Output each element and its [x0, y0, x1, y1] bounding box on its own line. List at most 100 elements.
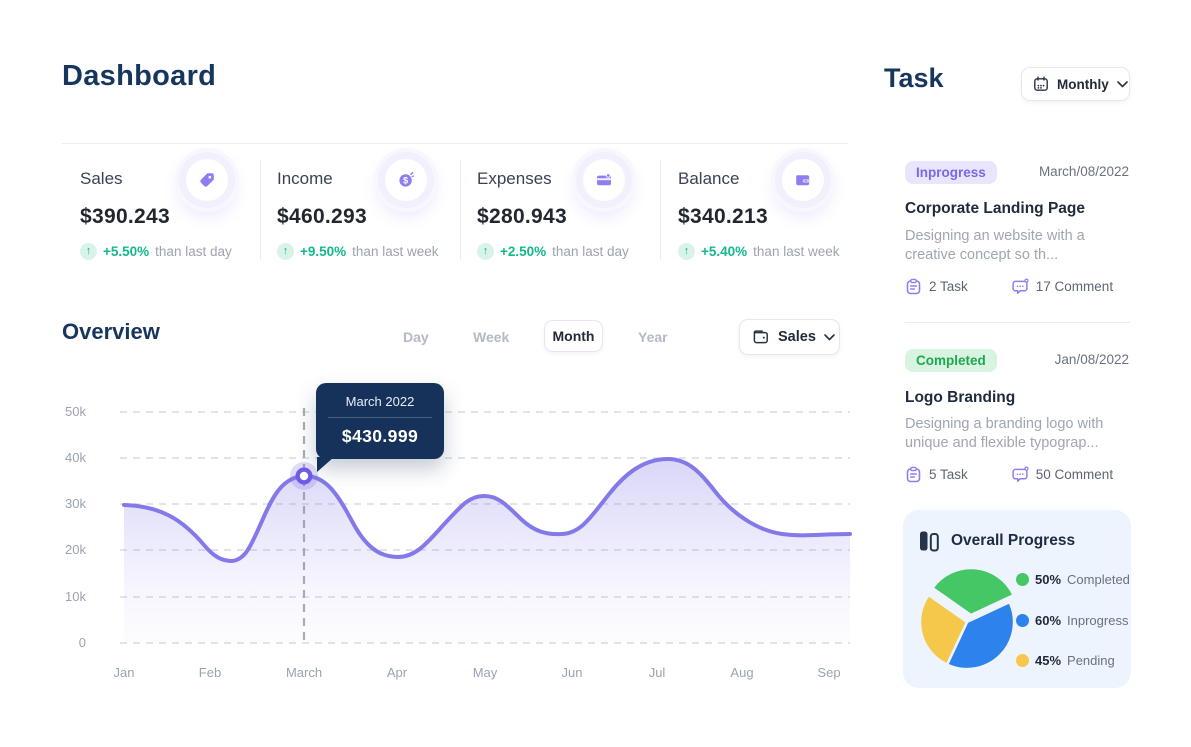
credit-card-icon: [595, 171, 613, 189]
stat-value: $460.293: [277, 205, 367, 228]
y-tick: 10k: [65, 589, 86, 604]
x-tick: Aug: [730, 665, 754, 680]
task-count: 5 Task: [929, 467, 968, 482]
chart-tooltip: March 2022 $430.999: [316, 383, 444, 472]
task-count: 2 Task: [929, 279, 968, 294]
tab-week[interactable]: Week: [473, 329, 510, 345]
stat-icon-sales: [179, 152, 235, 208]
overall-progress-pie-chart: [918, 566, 1016, 671]
arrow-up-icon: ↑: [678, 243, 695, 260]
overall-progress-card: Overall Progress 50% Completed 60% Inpro…: [903, 510, 1131, 688]
legend-dot-inprogress: [1016, 614, 1029, 627]
tooltip-label: March 2022: [345, 394, 415, 409]
series-line: [122, 456, 852, 564]
stat-card-income: Income $460.293 ↑ +9.50% than last week: [277, 155, 462, 260]
stat-icon-expenses: [576, 152, 632, 208]
legend-dot-pending: [1016, 654, 1029, 667]
y-tick: 30k: [65, 496, 86, 511]
stat-change-compare: than last week: [352, 244, 439, 259]
tooltip-divider: [328, 417, 432, 418]
stat-divider: [660, 160, 661, 260]
y-tick: 0: [78, 635, 86, 650]
metric-select-value: Sales: [778, 329, 816, 345]
task-meta: 5 Task 50 Comment: [905, 466, 1131, 483]
task-divider: [905, 322, 1130, 323]
stat-change-pct: +9.50%: [300, 244, 347, 259]
pie-slice-pending[interactable]: [918, 593, 969, 666]
clipboard-icon: [905, 278, 922, 295]
y-tick: 40k: [65, 450, 86, 465]
comment-icon: [1011, 466, 1029, 483]
legend-dot-completed: [1016, 573, 1029, 586]
y-tick: 20k: [65, 542, 86, 557]
stat-change-pct: +2.50%: [500, 244, 547, 259]
legend-label: Pending: [1067, 653, 1115, 668]
task-title[interactable]: Logo Branding: [905, 389, 1016, 406]
stat-change: ↑ +2.50% than last day: [477, 243, 662, 260]
svg-text:$: $: [403, 176, 408, 186]
x-tick: Jan: [113, 665, 135, 680]
chart-canvas: [120, 408, 852, 644]
task-panel-title: Task: [884, 63, 944, 93]
header-divider: [62, 143, 848, 144]
calendar-icon: [1033, 76, 1049, 92]
stat-change: ↑ +5.50% than last day: [80, 243, 265, 260]
x-tick: March: [285, 665, 323, 680]
task-description: Designing a branding logo with unique an…: [905, 416, 1104, 452]
stat-label: Balance: [678, 169, 740, 188]
arrow-up-icon: ↑: [477, 243, 494, 260]
x-tick: Apr: [386, 665, 408, 680]
tooltip-value: $430.999: [341, 426, 419, 446]
page-title: Dashboard: [62, 60, 217, 92]
overview-area-chart[interactable]: Jan Feb March Apr May Jun Jul Aug Sep: [110, 403, 852, 693]
legend-pct: 50%: [1035, 572, 1062, 587]
comment-count: 50 Comment: [1035, 467, 1114, 482]
stat-icon-balance: [775, 152, 831, 208]
stat-icon-income: $: [378, 152, 434, 208]
legend-pct: 45%: [1035, 653, 1062, 668]
stat-change-compare: than last day: [155, 244, 232, 259]
y-tick: 50k: [65, 404, 86, 419]
pie-slice-inprogress[interactable]: [945, 600, 1016, 671]
stat-label: Expenses: [477, 169, 552, 188]
legend-label: Inprogress: [1067, 613, 1129, 628]
task-date: Jan/08/2022: [1054, 352, 1129, 367]
area-fill: [124, 459, 850, 643]
stat-change-pct: +5.40%: [701, 244, 748, 259]
data-point-marker[interactable]: [290, 462, 318, 490]
legend-item-completed: 50% Completed: [1016, 572, 1130, 587]
tab-month[interactable]: Month: [544, 320, 603, 352]
status-badge-completed: Completed: [905, 349, 997, 372]
stat-label: Income: [277, 169, 333, 188]
tab-year[interactable]: Year: [638, 329, 668, 345]
status-badge-inprogress: Inprogress: [905, 161, 997, 184]
x-tick: Sep: [817, 665, 841, 680]
legend-item-inprogress: 60% Inprogress: [1016, 613, 1128, 628]
overview-title: Overview: [62, 319, 160, 344]
legend-pct: 60%: [1035, 613, 1062, 628]
stat-card-sales: Sales $390.243 ↑ +5.50% than last day: [80, 155, 265, 260]
stat-change-pct: +5.50%: [103, 244, 150, 259]
legend-item-pending: 45% Pending: [1016, 653, 1115, 668]
stat-value: $280.943: [477, 205, 567, 228]
overall-progress-title: Overall Progress: [951, 532, 1076, 549]
task-description: Designing an website with a creative con…: [905, 228, 1085, 264]
pie-slice-completed[interactable]: [931, 566, 1015, 617]
task-filter-value: Monthly: [1057, 76, 1109, 92]
stat-change: ↑ +9.50% than last week: [277, 243, 462, 260]
task-filter-select[interactable]: Monthly: [1021, 67, 1130, 101]
chevron-down-icon: [1116, 80, 1128, 88]
x-tick: Jun: [561, 665, 583, 680]
task-title[interactable]: Corporate Landing Page: [905, 200, 1085, 217]
stat-change: ↑ +5.40% than last week: [678, 243, 863, 260]
arrow-up-icon: ↑: [80, 243, 97, 260]
arrow-up-icon: ↑: [277, 243, 294, 260]
stat-card-balance: Balance $340.213 ↑ +5.40% than last week: [678, 155, 863, 260]
stat-change-compare: than last day: [552, 244, 629, 259]
wallet-icon: [794, 171, 812, 189]
tag-icon: [198, 171, 216, 189]
x-tick: Feb: [198, 665, 222, 680]
metric-select[interactable]: Sales: [739, 319, 840, 355]
tab-day[interactable]: Day: [403, 329, 429, 345]
x-tick: Jul: [648, 665, 666, 680]
